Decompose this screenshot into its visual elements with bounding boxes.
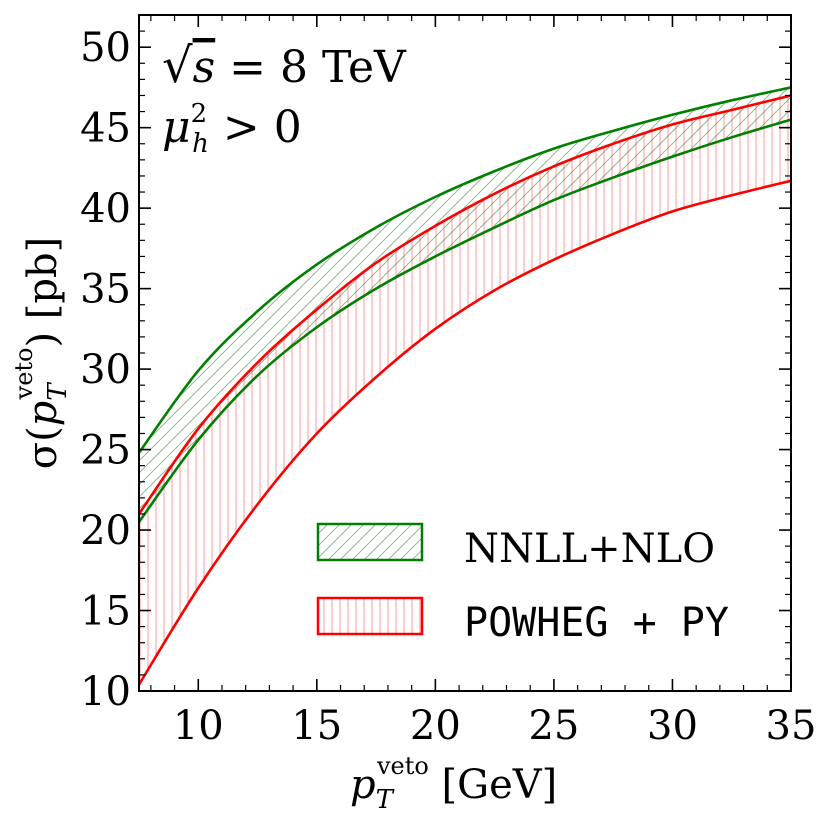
legend-label-nnll: NNLL+NLO xyxy=(464,526,715,572)
x-title-sub: T xyxy=(376,785,395,815)
y-title-pre: σ( xyxy=(20,426,66,469)
x-title-sup: veto xyxy=(376,752,429,780)
x-tick-label-25: 25 xyxy=(528,703,579,749)
y-tick-label-30: 30 xyxy=(80,347,131,393)
plot-frame xyxy=(138,14,792,692)
x-tick-label-10: 10 xyxy=(173,703,224,749)
x-title-unit: [GeV] xyxy=(429,762,557,808)
y-axis-title: σ(pTveto) [pb] xyxy=(10,237,73,469)
y-tick-label-35: 35 xyxy=(80,267,131,313)
y-tick-label-15: 15 xyxy=(80,589,131,635)
line-nnll-nlo-lower xyxy=(139,118,791,523)
sqrt-s-rest: = 8 TeV xyxy=(215,42,407,93)
mu-rest: > 0 xyxy=(209,102,302,153)
legend-swatch-powheg xyxy=(316,596,424,636)
y-tick-label-50: 50 xyxy=(80,25,131,71)
sqrt-s-var: s xyxy=(193,42,216,93)
y-tick-label-25: 25 xyxy=(80,428,131,474)
x-tick-label-30: 30 xyxy=(647,703,698,749)
mu-var: μ xyxy=(162,102,191,153)
y-title-sub: T xyxy=(43,382,73,401)
x-axis-title: pTveto [GeV] xyxy=(350,752,557,815)
line-nnll-nlo-upper xyxy=(139,86,791,454)
x-tick-label-20: 20 xyxy=(410,703,461,749)
mu-sup: 2 xyxy=(191,99,208,129)
annotation-mu: μ2 h > 0 xyxy=(162,99,302,159)
legend: NNLL+NLO POWHEG + PY xyxy=(316,522,729,646)
sqrt-symbol: √ xyxy=(162,38,193,94)
y-title-post: ) [pb] xyxy=(20,237,66,348)
legend-swatch-nnll xyxy=(316,522,424,562)
y-tick-labels: 10 15 20 25 30 35 40 45 50 xyxy=(80,25,131,715)
mu-sub: h xyxy=(192,129,209,159)
line-powheg-py-lower xyxy=(139,179,791,686)
band-nnll-nlo xyxy=(139,87,791,523)
bands xyxy=(139,87,791,685)
legend-label-powheg: POWHEG + PY xyxy=(464,600,729,646)
x-tick-label-15: 15 xyxy=(291,703,342,749)
y-title-sup: veto xyxy=(10,348,38,401)
x-tick-labels: 10 15 20 25 30 35 xyxy=(173,703,817,749)
y-tick-label-20: 20 xyxy=(80,508,131,554)
y-tick-label-45: 45 xyxy=(80,106,131,152)
y-title-var: p xyxy=(20,401,66,427)
line-powheg-py-upper xyxy=(139,94,791,515)
x-tick-label-35: 35 xyxy=(766,703,817,749)
lines xyxy=(139,86,791,686)
y-tick-label-40: 40 xyxy=(80,186,131,232)
y-tick-label-10: 10 xyxy=(80,669,131,715)
annotation-sqrt-s: √s = 8 TeV xyxy=(162,38,407,94)
x-title-var: p xyxy=(350,762,376,808)
